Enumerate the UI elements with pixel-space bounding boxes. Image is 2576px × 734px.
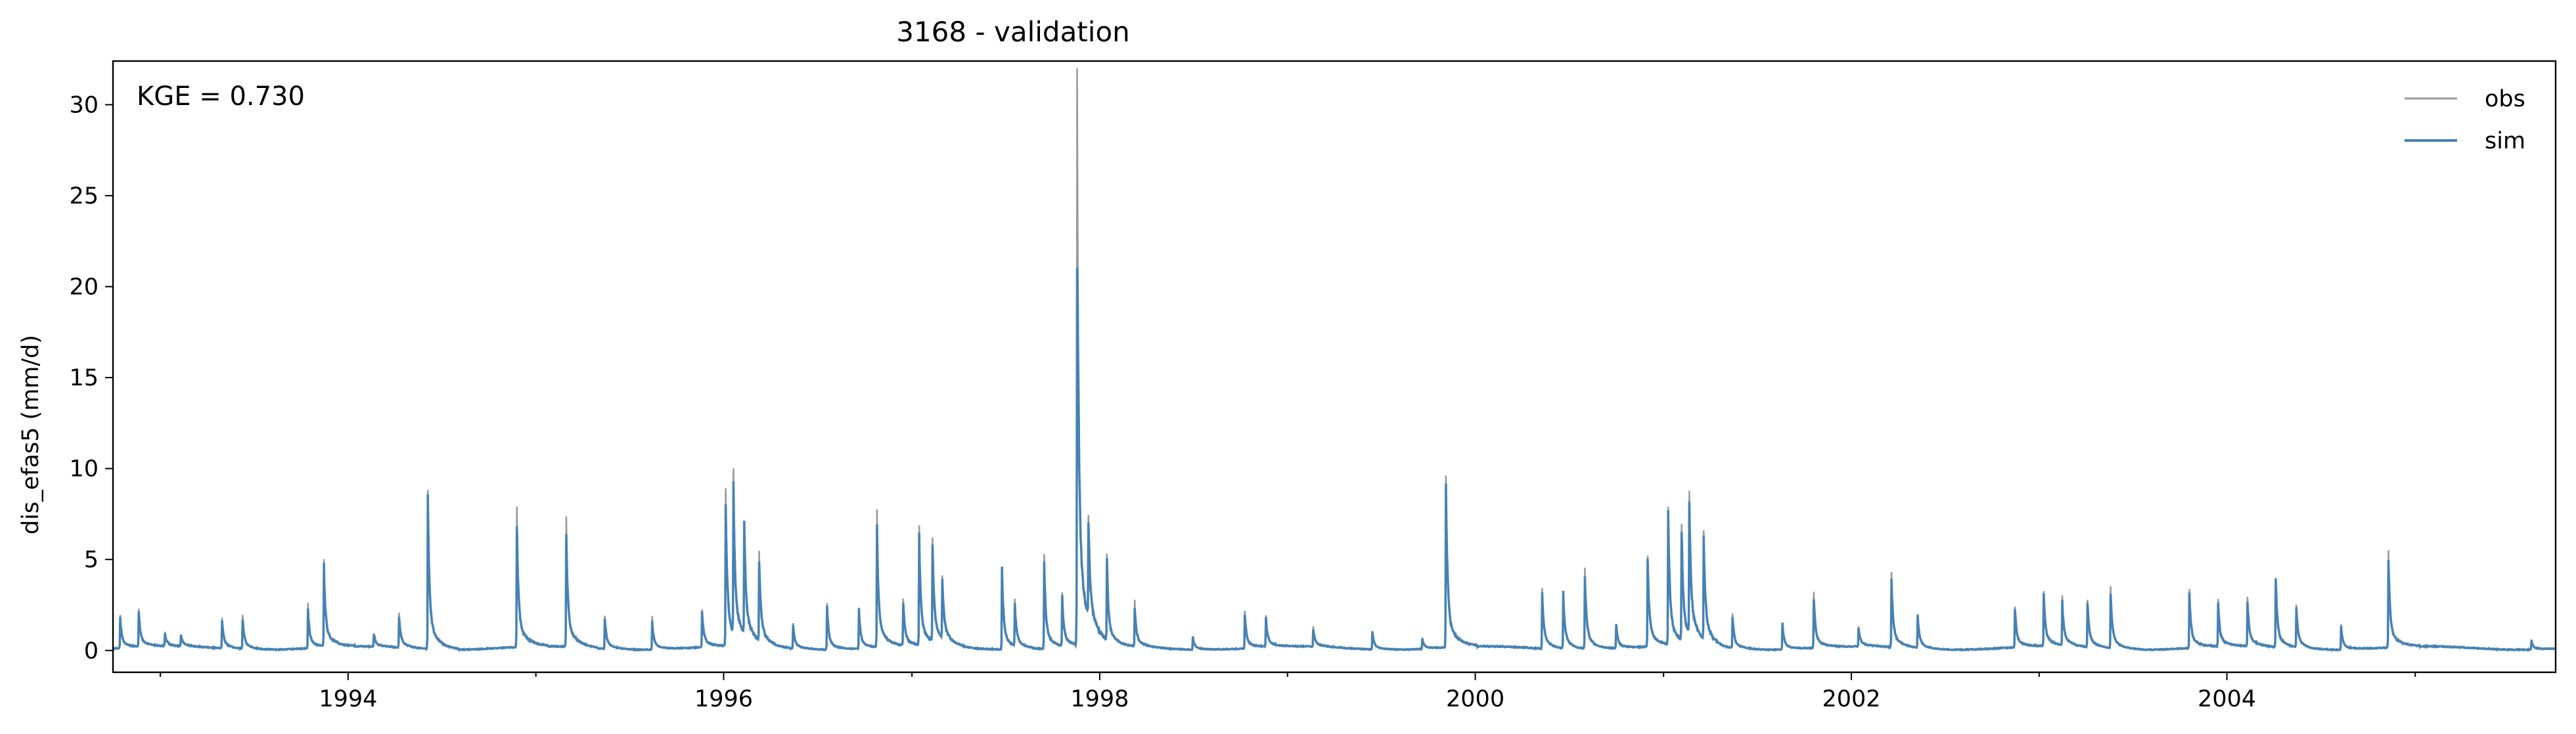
- x-tick-label: 1996: [694, 686, 753, 712]
- legend: obs sim: [2405, 86, 2525, 154]
- y-tick-label: 25: [69, 183, 99, 209]
- x-tick-label: 2000: [1446, 686, 1504, 712]
- series-sim-line: [112, 268, 2556, 653]
- y-tick-label: 15: [69, 365, 99, 391]
- kge-annotation: KGE = 0.730: [137, 81, 305, 112]
- y-tick-label: 0: [84, 638, 99, 664]
- legend-obs-label: obs: [2485, 86, 2525, 112]
- series-obs-line: [112, 68, 2556, 652]
- x-tick-label: 1998: [1070, 686, 1129, 712]
- y-tick-label: 10: [69, 456, 99, 483]
- x-tick-label: 2004: [2198, 686, 2256, 712]
- y-axis: 0 5 10 15 20 25 30: [69, 93, 113, 664]
- y-tick-label: 30: [69, 93, 99, 119]
- y-axis-label: dis_efas5 (mm/d): [18, 335, 44, 534]
- legend-sim-label: sim: [2485, 128, 2525, 154]
- y-tick-label: 20: [69, 274, 99, 301]
- plot-area: [112, 68, 2556, 653]
- chart-title: 3168 - validation: [896, 16, 1130, 48]
- x-tick-label: 1994: [319, 686, 377, 712]
- y-tick-label: 5: [84, 547, 99, 573]
- x-axis: 1994 1996 1998 2000 2002 2004: [160, 672, 2416, 712]
- x-tick-label: 2002: [1822, 686, 1880, 712]
- plot-frame: [112, 60, 2557, 674]
